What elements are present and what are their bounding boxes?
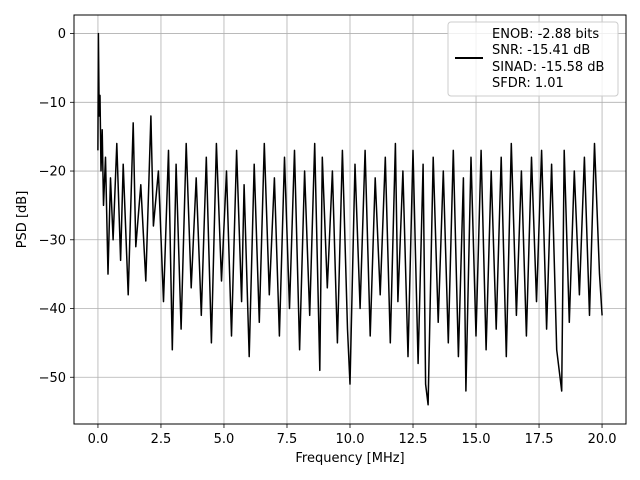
y-axis-label: PSD [dB]	[15, 191, 30, 249]
x-tick-label: 2.5	[151, 432, 172, 447]
y-tick-label: 0	[58, 27, 66, 42]
x-tick-label: 20.0	[588, 432, 617, 447]
legend-box	[447, 21, 619, 97]
x-tick-label: 12.5	[399, 432, 428, 447]
x-tick-label: 5.0	[214, 432, 235, 447]
x-tick-label: 10.0	[336, 432, 365, 447]
legend-entry-enob: ENOB: -2.88 bits	[492, 27, 599, 42]
legend-entry-sinad: SINAD: -15.58 dB	[492, 60, 604, 75]
psd-series-line	[97, 32, 603, 406]
y-axis-ticks: 0 −10 −20 −30 −40 −50	[39, 27, 74, 386]
legend-entry-snr: SNR: -15.41 dB	[492, 43, 590, 58]
x-axis-label: Frequency [MHz]	[295, 451, 404, 466]
legend: ENOB: -2.88 bits SNR: -15.41 dB SINAD: -…	[447, 21, 619, 97]
y-tick-label: −10	[39, 96, 66, 111]
x-tick-label: 0.0	[88, 432, 109, 447]
y-tick-label: −30	[39, 233, 66, 248]
y-tick-label: −20	[39, 165, 66, 180]
x-tick-label: 15.0	[462, 432, 491, 447]
x-tick-label: 7.5	[277, 432, 298, 447]
y-tick-label: −40	[39, 302, 66, 317]
x-tick-label: 17.5	[525, 432, 554, 447]
legend-entry-sfdr: SFDR: 1.01	[492, 76, 564, 91]
y-tick-label: −50	[39, 371, 66, 386]
plot-area	[97, 32, 603, 406]
x-axis-ticks: 0.0 2.5 5.0 7.5 10.0 12.5 15.0 17.5 20.0	[88, 424, 617, 447]
